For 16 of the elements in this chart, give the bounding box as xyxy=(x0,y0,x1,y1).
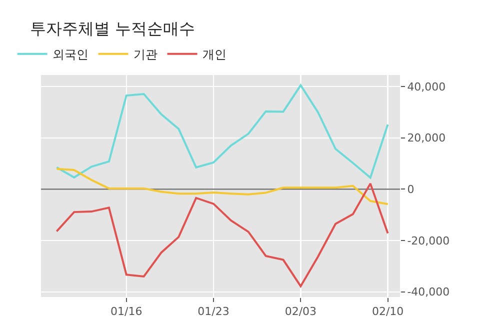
line-series xyxy=(56,182,389,288)
x-tick-label: 02/10 xyxy=(372,305,404,318)
line-series xyxy=(56,168,389,206)
x-tick-label: 01/23 xyxy=(198,305,230,318)
y-tick-label: -40,000 xyxy=(407,286,450,299)
y-tick-label: -20,000 xyxy=(407,234,450,248)
legend-label: 개인 xyxy=(202,48,226,62)
legend-label: 기관 xyxy=(133,48,158,62)
legend-label: 외국인 xyxy=(52,48,88,62)
y-tick-label: 0 xyxy=(407,183,414,196)
x-tick-label: 02/03 xyxy=(284,305,317,318)
y-tick-label: 40,000 xyxy=(407,80,446,94)
chart-title: 투자주체별 누적순매수 xyxy=(30,18,196,38)
line-series xyxy=(56,84,389,179)
x-tick-label: 01/16 xyxy=(110,305,142,318)
y-tick-label: 20,000 xyxy=(407,132,446,145)
